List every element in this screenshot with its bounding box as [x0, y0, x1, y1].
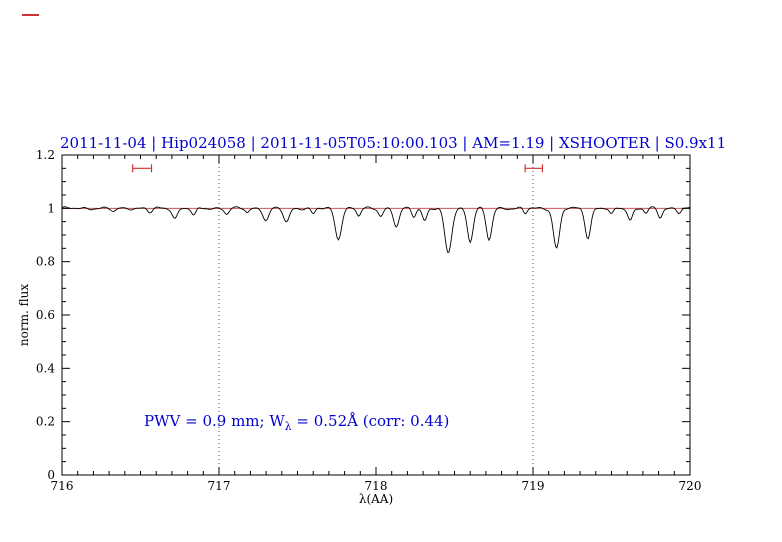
x-axis-label: λ(AA)	[358, 492, 394, 506]
x-tick-label: 719	[522, 479, 545, 493]
pwv-annotation-sub: λ	[284, 420, 292, 433]
pwv-annotation-pre: PWV = 0.9 mm; W	[144, 412, 285, 430]
y-tick-label: 0.8	[36, 255, 55, 269]
x-tick-label: 718	[365, 479, 388, 493]
y-axis-label: norm. flux	[17, 283, 31, 347]
y-tick-label: 1	[47, 201, 55, 215]
stray-red-mark	[22, 14, 39, 16]
y-tick-label: 1.2	[36, 148, 55, 162]
y-tick-label: 0.2	[36, 415, 55, 429]
x-tick-label: 716	[51, 479, 74, 493]
y-tick-label: 0.4	[36, 361, 55, 375]
spectrum-curve	[61, 206, 691, 253]
x-tick-label: 720	[679, 479, 702, 493]
x-tick-label: 717	[208, 479, 231, 493]
pwv-annotation: PWV = 0.9 mm; Wλ = 0.52Å (corr: 0.44)	[144, 412, 449, 433]
y-tick-label: 0	[47, 468, 55, 482]
plot-title: 2011-11-04 | Hip024058 | 2011-11-05T05:1…	[60, 134, 727, 152]
pwv-annotation-post: = 0.52Å (corr: 0.44)	[291, 412, 450, 430]
y-tick-label: 0.6	[36, 308, 55, 322]
